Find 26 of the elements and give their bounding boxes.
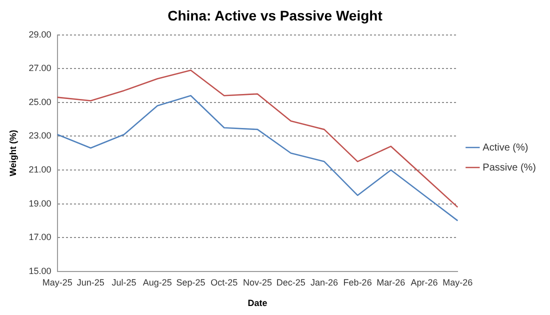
y-tick-label: 15.00 [28,266,52,276]
legend-label: Passive (%) [482,162,536,174]
y-axis-title: Weight (%) [8,130,18,176]
x-tick-label: Jul-25 [112,277,136,288]
x-tick-label: Nov-25 [242,277,272,288]
x-tick-label: May-26 [442,277,473,288]
y-tick-label: 17.00 [28,232,52,242]
y-tick-label: 25.00 [28,96,52,107]
x-tick-label: Jan-26 [310,277,338,288]
y-tick-label: 19.00 [28,198,52,208]
y-tick-label: 29.00 [28,29,52,40]
x-tick-label: Jun-25 [76,277,104,288]
x-tick-label: Feb-26 [343,277,372,288]
x-tick-label: Aug-25 [142,277,172,288]
x-tick-label: Oct-25 [210,277,238,288]
x-tick-label: Apr-26 [410,277,438,288]
y-tick-label: 23.00 [28,130,52,141]
chart-title: China: Active vs Passive Weight [168,7,383,24]
y-tick-label: 21.00 [28,164,52,174]
legend-label: Active (%) [482,142,528,154]
y-tick-label: 27.00 [28,63,52,74]
x-tick-label: Sep-25 [176,277,206,288]
x-tick-label: Mar-26 [376,277,406,288]
x-axis-title: Date [248,298,268,308]
x-tick-label: Dec-25 [276,277,306,288]
x-tick-label: May-25 [42,277,72,288]
